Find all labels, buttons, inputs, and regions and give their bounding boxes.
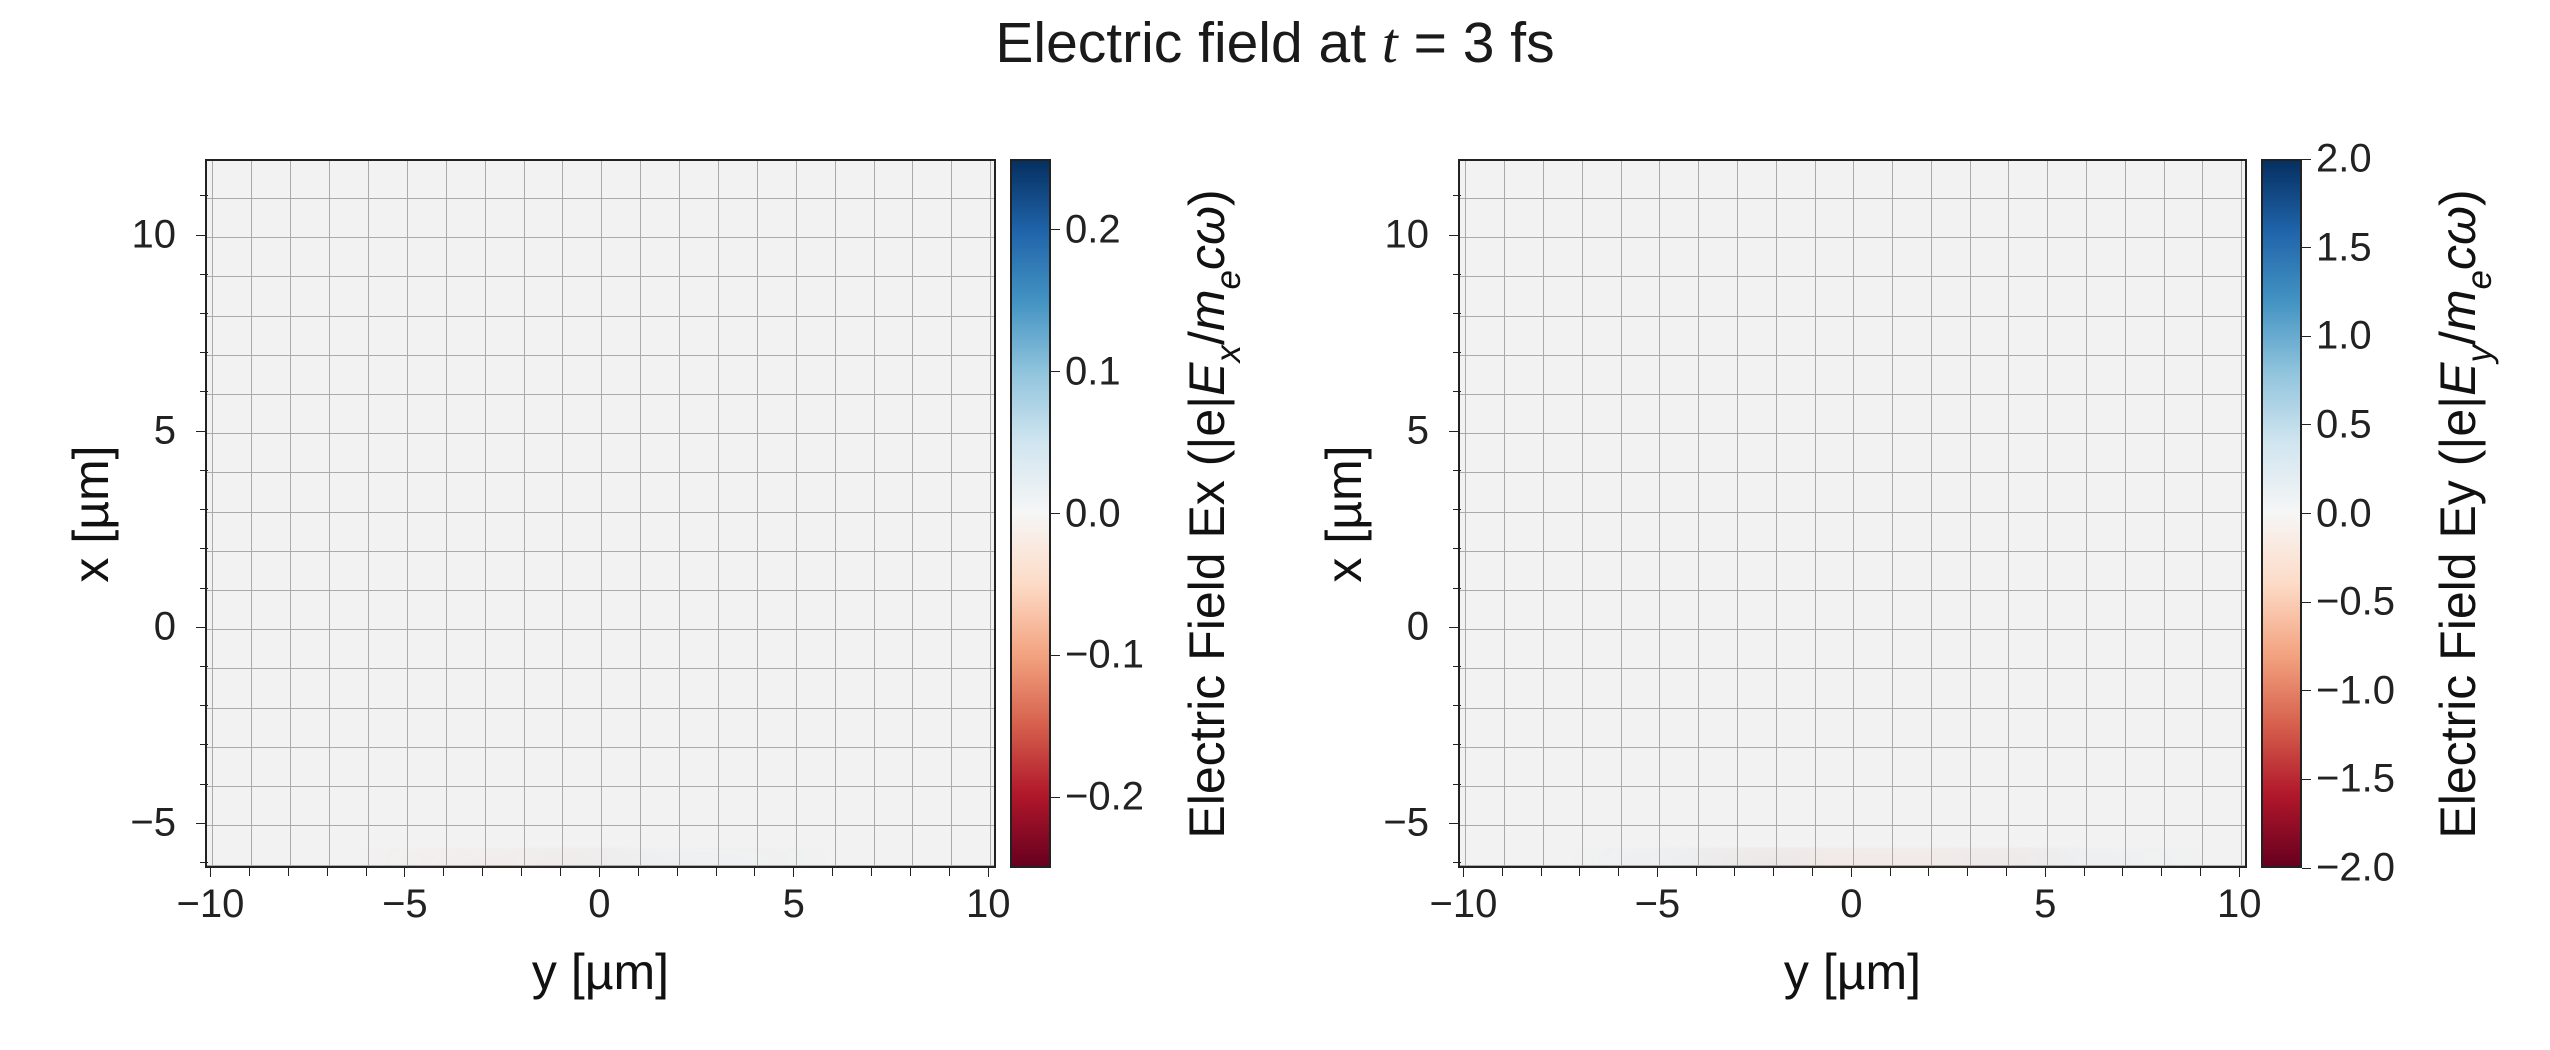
svg-text:x [µm]: x [µm]	[1316, 445, 1372, 582]
svg-text:x [µm]: x [µm]	[63, 445, 119, 582]
svg-text:Electric Field Ey (|e|Ey/mecω): Electric Field Ey (|e|Ey/mecω)	[2430, 189, 2499, 838]
